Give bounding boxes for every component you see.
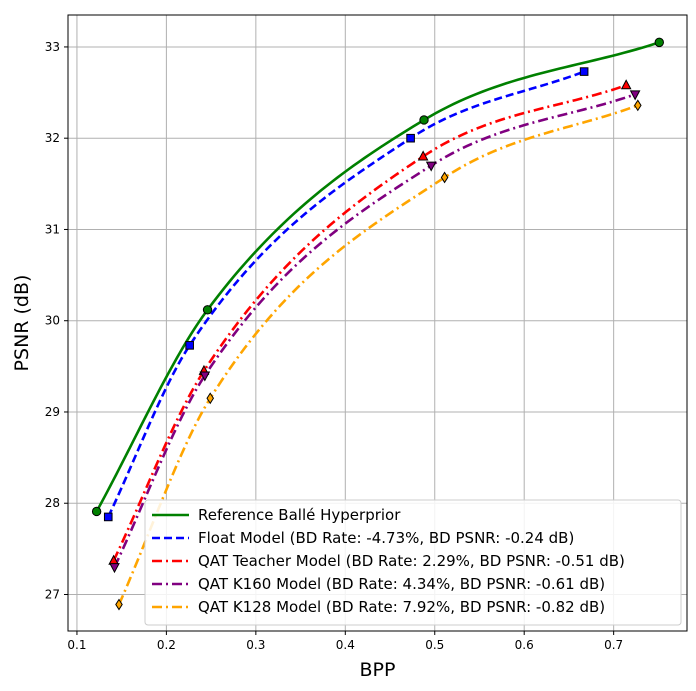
data-point-circle [91, 506, 102, 517]
legend-label: QAT Teacher Model (BD Rate: 2.29%, BD PS… [198, 552, 625, 570]
y-tick-label: 27 [45, 587, 60, 601]
series-layer [95, 41, 660, 606]
x-axis-title: BPP [360, 659, 396, 681]
data-point-triangle-down [109, 563, 120, 574]
data-point-diamond [634, 99, 642, 112]
data-point-triangle-down [425, 161, 437, 172]
data-point-diamond [206, 392, 215, 405]
data-point-circle [202, 305, 213, 315]
ticks: 0.1 0.2 0.3 0.4 0.5 0.6 0.7 27 28 29 30 31 32 33 [45, 40, 623, 652]
legend-label: QAT K128 Model (BD Rate: 7.92%, BD PSNR:… [198, 598, 605, 616]
series-line-1 [107, 70, 585, 518]
y-tick-label: 33 [45, 40, 60, 54]
x-tick-label: 0.5 [425, 638, 444, 652]
legend-box [144, 499, 682, 626]
series-line-3 [113, 93, 636, 568]
legend: Reference Ballé Hyperprior Float Model (B… [144, 499, 682, 626]
data-point-triangle-down [199, 371, 211, 382]
x-tick-label: 0.6 [515, 638, 534, 652]
data-point-triangle-up [620, 79, 632, 90]
data-point-circle [654, 37, 664, 48]
y-tick-label: 32 [45, 131, 60, 145]
data-point-square [185, 341, 194, 350]
series-line-2 [112, 84, 627, 562]
series-line-4 [117, 104, 639, 606]
series-line-0 [95, 41, 660, 513]
grid [68, 15, 687, 631]
x-tick-label: 0.3 [246, 638, 265, 652]
data-point-square [579, 67, 589, 76]
plot-frame [67, 14, 688, 632]
data-point-triangle-up [417, 150, 429, 161]
data-point-diamond [440, 171, 449, 184]
x-tick-label: 0.1 [67, 638, 86, 652]
y-tick-label: 28 [45, 496, 60, 510]
y-tick-label: 29 [45, 405, 60, 419]
marker-layer [91, 37, 664, 611]
y-axis-title: PSNR (dB) [11, 275, 33, 372]
x-tick-label: 0.7 [604, 638, 623, 652]
data-point-square [406, 133, 415, 143]
legend-label: Float Model (BD Rate: -4.73%, BD PSNR: -… [198, 529, 574, 547]
y-tick-label: 30 [45, 314, 60, 328]
x-tick-label: 0.2 [157, 638, 176, 652]
data-point-diamond [115, 598, 123, 611]
data-point-circle [419, 115, 429, 125]
legend-label: QAT K160 Model (BD Rate: 4.34%, BD PSNR:… [198, 575, 605, 593]
data-point-square [103, 512, 113, 522]
data-point-triangle-down [629, 90, 641, 101]
y-tick-label: 31 [45, 222, 60, 236]
legend-label: Reference Ballé Hyperprior [198, 506, 401, 524]
x-tick-label: 0.4 [336, 638, 355, 652]
